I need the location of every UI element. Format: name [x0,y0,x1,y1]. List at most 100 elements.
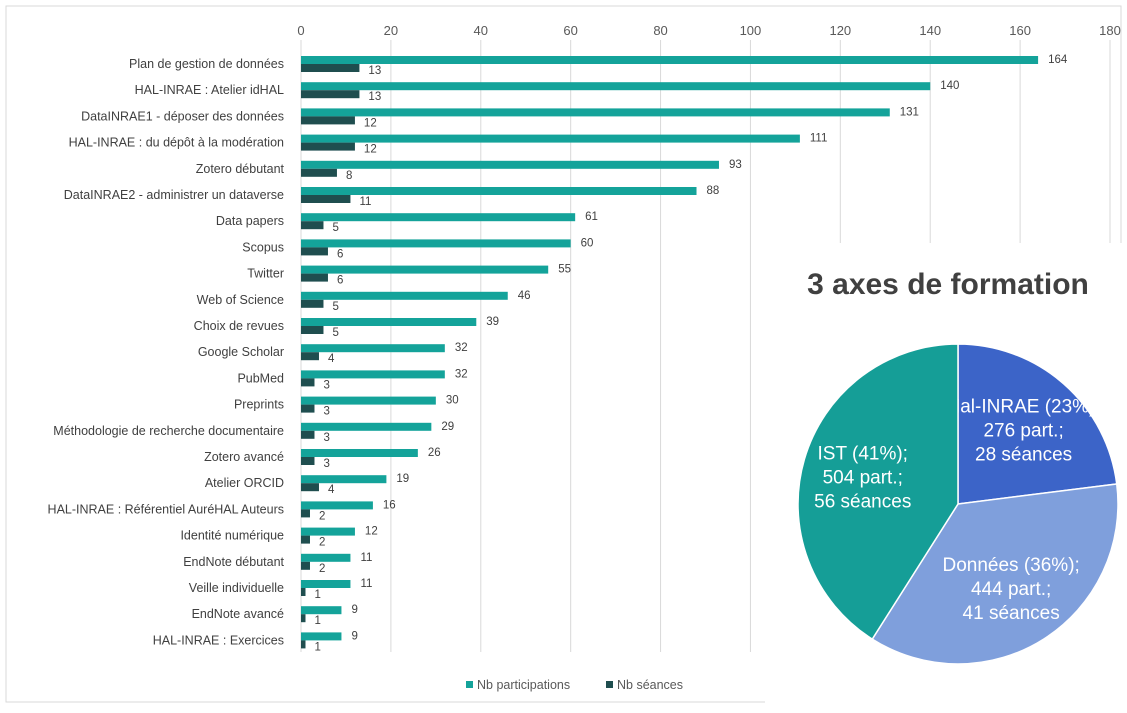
category-label: Plan de gestion de données [129,57,284,71]
bar-participations [301,580,351,588]
category-label: DataINRAE1 - déposer des données [81,109,284,123]
pie-label-donnees: Données (36%); [943,555,1080,576]
legend-swatch [606,681,613,688]
bars [301,56,1039,649]
data-label-seances: 3 [323,406,329,418]
bar-seances [301,90,360,99]
data-label-seances: 5 [332,222,338,234]
category-label: EndNote débutant [183,555,284,569]
bar-participations [301,82,931,91]
x-tick-label: 100 [740,23,762,38]
category-label: Scopus [242,240,284,254]
pie-slice-ist [797,343,959,641]
category-label: Web of Science [197,293,284,307]
bar-participations [301,396,436,405]
data-label-participations: 61 [585,211,598,223]
data-label-seances: 5 [332,327,338,339]
category-label: Atelier ORCID [205,476,284,490]
data-label-participations: 88 [707,185,720,197]
bar-seances [301,168,337,177]
data-label-participations: 46 [518,290,531,302]
bar-seances [301,535,310,544]
category-label: Méthodologie de recherche documentaire [53,424,284,438]
pie-label-hal: Hal-INRAE (23%); [947,397,1101,418]
bar-seances [301,221,324,230]
bar-participations [301,606,342,615]
legend-label: Nb participations [477,678,570,692]
category-label: Zotero débutant [196,162,285,176]
data-label-participations: 111 [810,133,827,145]
category-label: Veille individuelle [189,581,284,595]
data-label-participations: 16 [383,499,396,511]
bar-seances [301,404,315,413]
bar-participations [301,449,418,457]
data-label-participations: 55 [558,264,571,276]
pie-slice-donnees [871,483,1119,665]
bar-participations [301,108,890,117]
bar-seances [301,247,328,256]
category-label: PubMed [237,371,284,385]
data-label-seances: 13 [368,91,381,103]
data-label-participations: 30 [446,395,459,407]
data-label-participations: 11 [360,552,372,564]
data-label-seances: 1 [314,641,320,653]
x-tick-label: 120 [829,23,851,38]
bar-participations [301,239,571,248]
data-label-participations: 93 [729,159,742,171]
data-label-seances: 4 [328,484,335,496]
data-label-seances: 4 [328,353,335,365]
bar-seances [301,430,315,439]
bar-seances [301,326,324,334]
data-label-participations: 164 [1048,54,1068,66]
x-tick-label: 60 [563,23,577,38]
pie-label-hal: 28 séances [975,445,1072,466]
bar-seances [301,614,306,623]
data-label-participations: 131 [900,106,919,118]
data-label-participations: 29 [441,421,454,433]
x-tick-label: 180 [1099,23,1121,38]
category-label: EndNote avancé [192,607,284,621]
pie-title: 3 axes de formation [807,268,1089,301]
bar-participations [301,265,549,274]
data-label-participations: 12 [365,526,378,538]
category-label: HAL-INRAE : Exercices [153,633,284,647]
data-label-seances: 8 [346,170,352,182]
data-label-seances: 6 [337,275,343,287]
pie-label-donnees: 41 séances [963,603,1060,624]
category-label: DataINRAE2 - administrer un dataverse [64,188,284,202]
bar-participations [301,553,351,562]
bar-participations [301,56,1039,64]
data-label-seances: 12 [364,144,377,156]
bar-participations [301,527,355,536]
data-label-participations: 9 [351,604,357,616]
data-label-seances: 3 [323,379,329,391]
bar-seances [301,64,360,72]
data-label-seances: 13 [368,65,381,77]
x-axis-ticks: 0 20 40 60 80 100 120 140 160 180 [297,23,1120,38]
data-label-participations: 11 [360,578,372,590]
bar-seances [301,142,355,151]
category-label: Identité numérique [180,529,284,543]
bar-seances [301,561,310,570]
bar-participations [301,632,342,641]
data-label-participations: 26 [428,447,441,459]
pie-label-ist: IST (41%); [818,443,908,464]
bar-seances [301,640,306,649]
data-label-seances: 6 [337,248,343,260]
legend: Nb participations Nb séances [466,678,683,692]
bar-seances [301,378,315,387]
data-label-seances: 5 [332,301,338,313]
x-tick-label: 0 [297,23,304,38]
data-label-participations: 60 [581,237,594,249]
category-label: Choix de revues [194,319,284,333]
x-tick-label: 20 [384,23,398,38]
category-label: Google Scholar [198,345,284,359]
legend-swatch [466,681,473,688]
data-label-participations: 140 [940,80,959,92]
data-label-participations: 19 [396,473,409,485]
category-label: HAL-INRAE : du dépôt à la modération [69,136,284,150]
bar-participations [301,291,508,300]
bar-participations [301,134,800,143]
